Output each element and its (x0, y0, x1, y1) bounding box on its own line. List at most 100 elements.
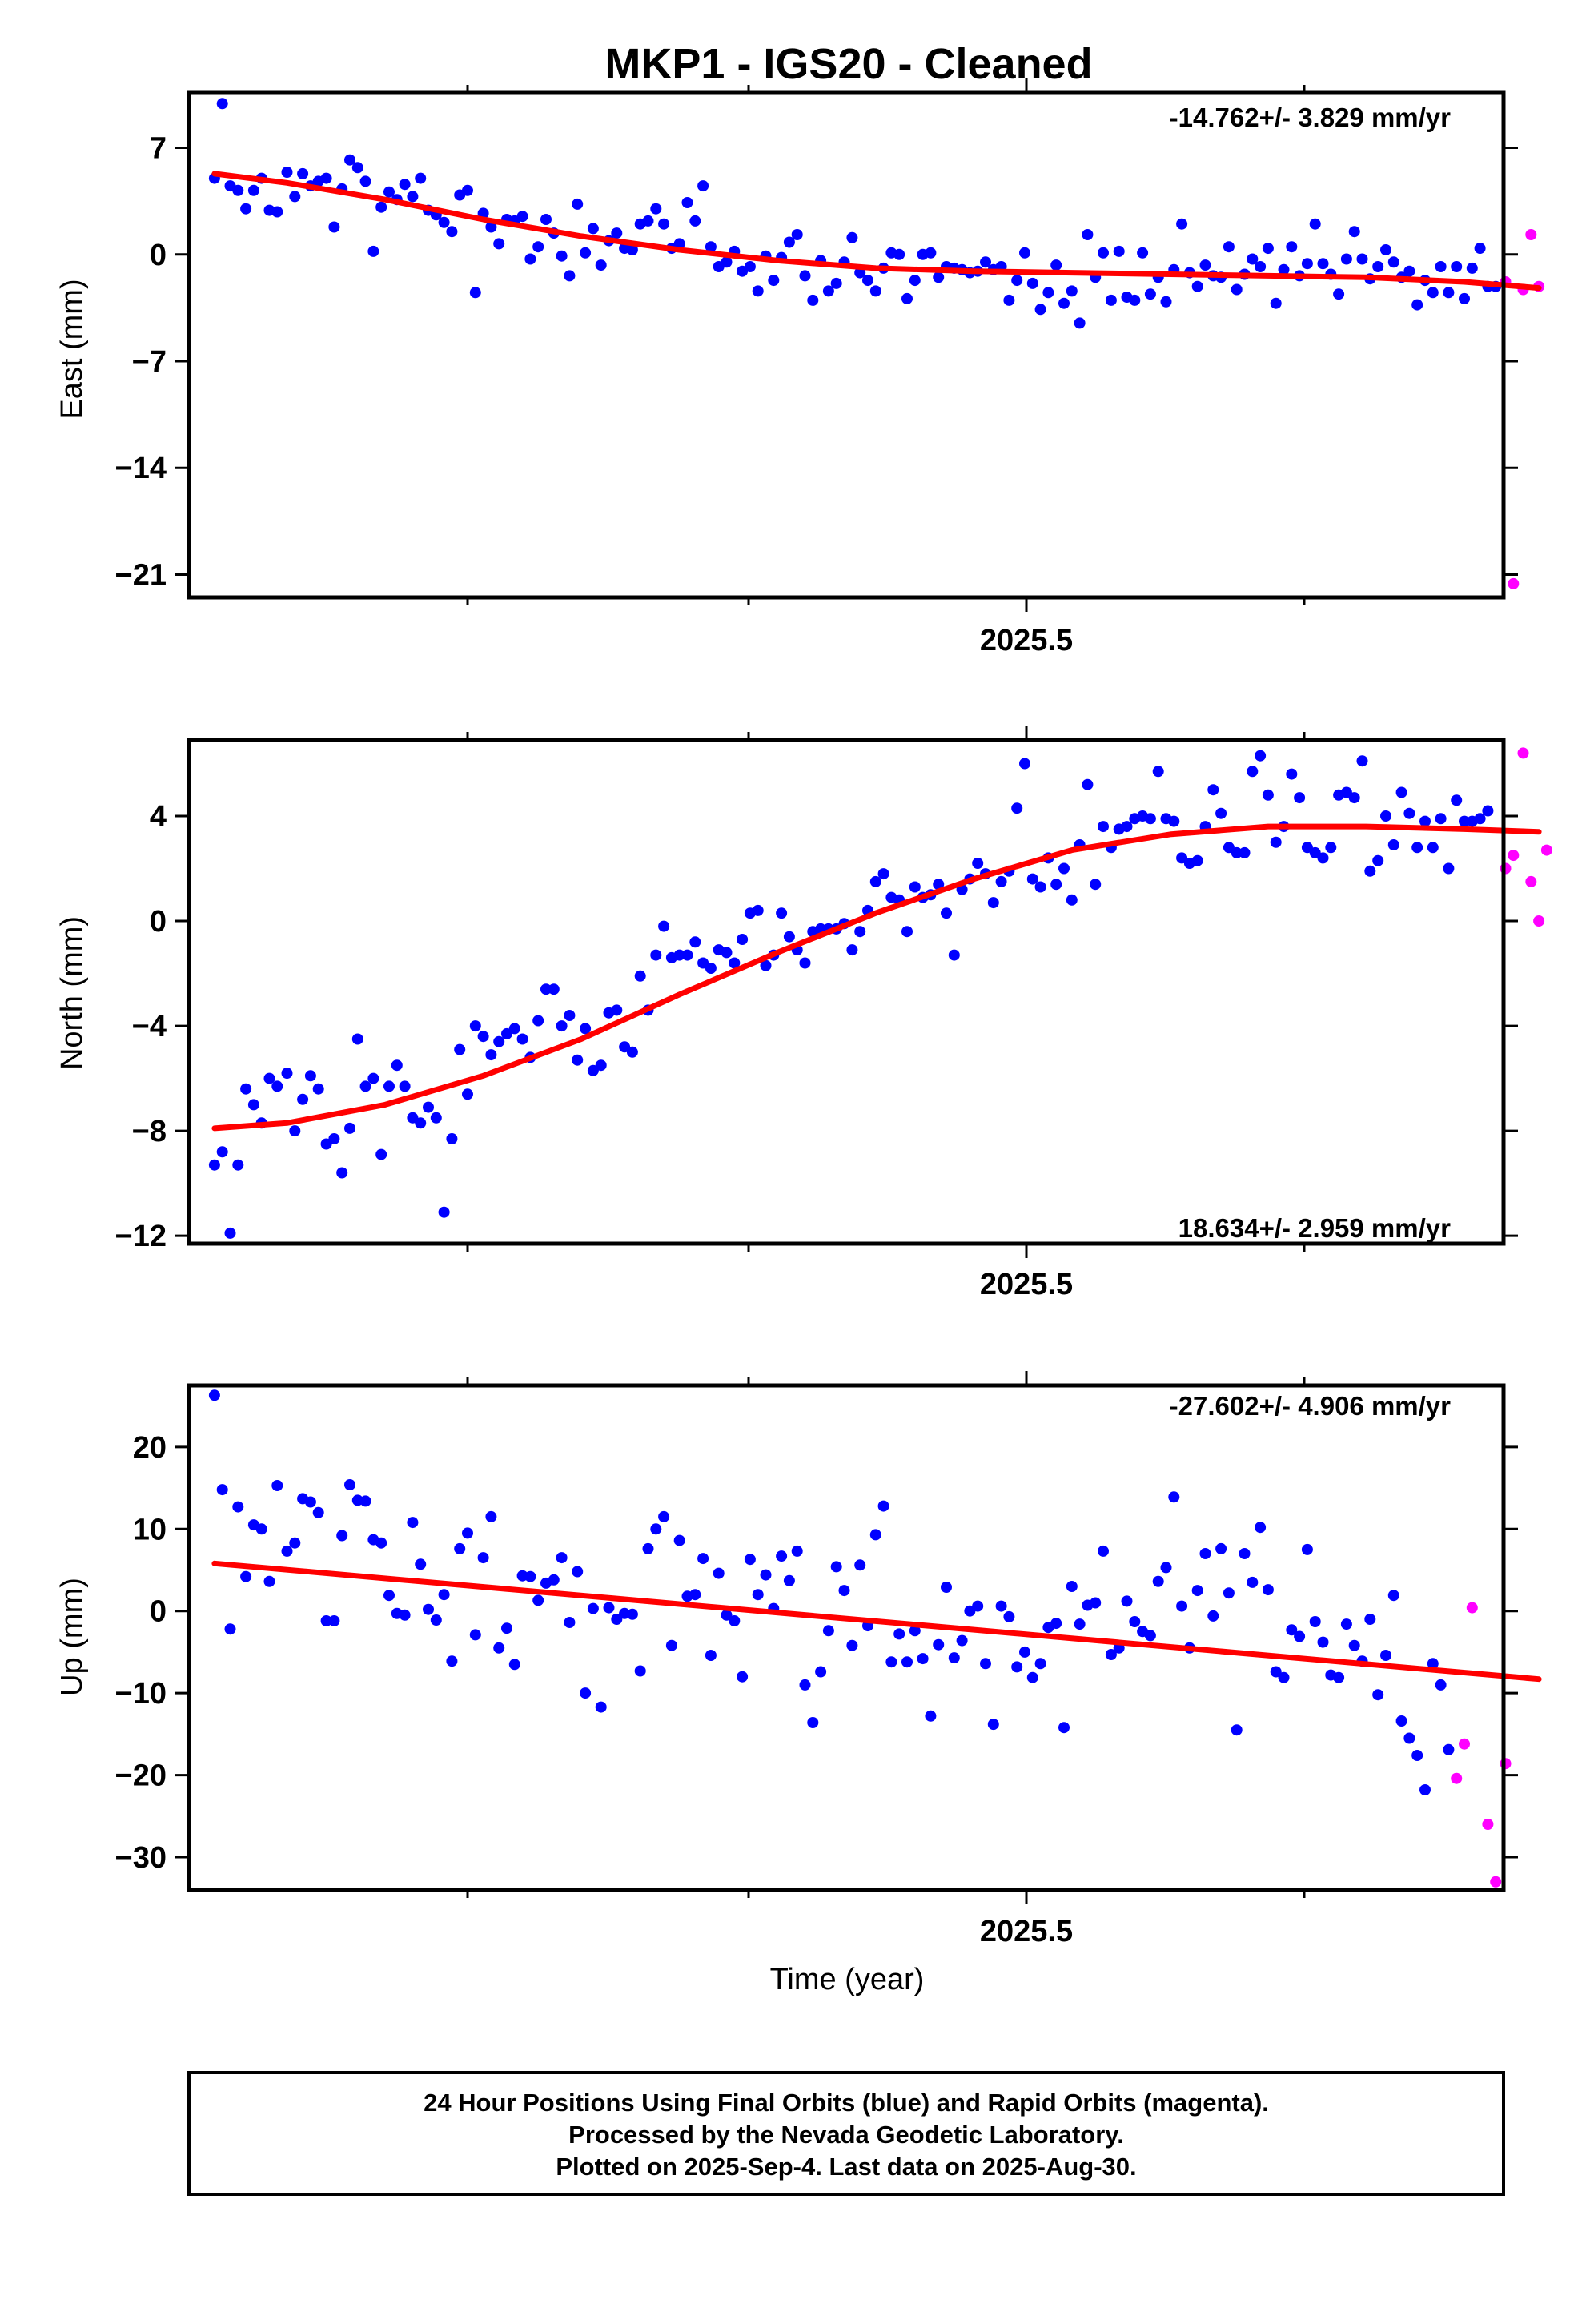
up-rapid-point (1490, 1876, 1502, 1888)
east-final-point (532, 241, 544, 253)
north-final-point (1286, 768, 1298, 780)
north-final-point (328, 1133, 340, 1144)
east-final-point (1474, 243, 1486, 255)
east-final-point (415, 172, 427, 184)
up-final-point (1066, 1581, 1078, 1592)
up-final-point (375, 1537, 387, 1549)
east-final-point (1144, 288, 1156, 300)
east-final-point (901, 292, 913, 304)
north-final-point (344, 1122, 355, 1134)
north-final-point (508, 1023, 520, 1035)
north-plot-frame (187, 738, 1506, 1246)
east-final-point (697, 180, 709, 192)
up-final-point (807, 1717, 819, 1728)
up-final-point (1419, 1784, 1431, 1795)
up-final-point (255, 1523, 267, 1535)
north-final-point (626, 1046, 638, 1058)
east-final-point (216, 98, 228, 110)
east-final-point (1034, 304, 1046, 316)
north-final-point (493, 1035, 505, 1047)
north-final-point (1066, 894, 1078, 906)
north-final-point (477, 1031, 489, 1043)
up-final-point (493, 1642, 505, 1654)
east-final-point (556, 250, 568, 262)
up-final-point (626, 1608, 638, 1620)
up-final-point (1026, 1671, 1038, 1683)
east-rapid-point (1525, 229, 1537, 240)
up-final-point (838, 1585, 850, 1597)
up-y-axis-label: Up (mm) (55, 1578, 89, 1696)
east-final-point (980, 256, 991, 268)
east-final-point (297, 167, 309, 179)
east-final-point (673, 238, 685, 250)
east-final-point (1113, 245, 1125, 257)
up-final-point (995, 1600, 1007, 1612)
up-final-point (312, 1506, 324, 1518)
north-rapid-point (1540, 844, 1552, 856)
north-final-point (556, 1020, 568, 1032)
east-final-point (462, 184, 473, 196)
up-final-point (1207, 1610, 1219, 1622)
north-final-point (995, 875, 1007, 887)
north-final-point (909, 881, 921, 893)
up-final-point (344, 1479, 355, 1490)
east-final-point (689, 215, 701, 227)
north-final-point (1451, 794, 1463, 806)
up-final-point (407, 1517, 419, 1529)
east-final-point (1403, 265, 1415, 277)
north-final-point (1207, 784, 1219, 796)
east-final-point (1427, 287, 1439, 299)
north-final-point (1034, 881, 1046, 893)
up-final-point (446, 1655, 458, 1667)
east-final-point (446, 226, 458, 238)
east-final-point (1199, 259, 1211, 271)
up-final-point (1348, 1639, 1360, 1651)
up-final-point (595, 1701, 607, 1713)
up-final-point (987, 1719, 999, 1731)
up-final-point (603, 1602, 615, 1614)
up-y-tick-label: 10 (133, 1513, 167, 1546)
north-final-point (854, 926, 866, 938)
east-final-point (1105, 294, 1117, 306)
up-final-point (634, 1665, 646, 1677)
east-rate-label: -14.762+/- 3.829 mm/yr (1170, 103, 1451, 132)
up-final-point (1309, 1616, 1321, 1627)
north-final-point (1427, 842, 1439, 854)
north-final-point (1082, 778, 1094, 790)
up-final-point (956, 1634, 968, 1647)
up-final-point (580, 1687, 592, 1699)
east-final-point (516, 211, 528, 223)
north-final-point (297, 1093, 309, 1105)
north-final-point (1050, 879, 1062, 891)
north-final-point (1364, 865, 1376, 877)
up-panel: -27.602+/- 4.906 mm/yr Up (mm) 2025.5 Ti… (55, 1371, 1542, 1996)
north-final-point (1387, 839, 1399, 850)
east-final-point (1098, 247, 1109, 259)
up-final-point (713, 1567, 725, 1579)
up-final-point (240, 1570, 252, 1582)
up-final-point (869, 1529, 881, 1541)
north-final-point (877, 868, 889, 880)
up-final-point (665, 1639, 677, 1651)
east-final-point (540, 214, 552, 225)
up-final-point (508, 1659, 520, 1671)
up-final-point (271, 1480, 283, 1491)
up-final-point (524, 1570, 536, 1582)
north-y-tick-label: 0 (150, 905, 167, 939)
east-final-point (1372, 261, 1384, 272)
north-final-point (705, 963, 717, 974)
north-panel: 18.634+/- 2.959 mm/yr North (mm) 2025.5 … (55, 726, 1552, 1301)
up-final-point (485, 1510, 497, 1522)
east-final-point (1082, 229, 1094, 240)
up-final-point (232, 1501, 244, 1513)
up-final-point (948, 1652, 960, 1664)
north-y-tick-label: −12 (115, 1220, 167, 1253)
up-final-point (328, 1615, 340, 1626)
north-final-point (673, 949, 685, 961)
east-final-point (1466, 262, 1478, 274)
up-final-point (885, 1656, 897, 1668)
east-final-point (642, 215, 654, 227)
east-final-point (1340, 253, 1352, 265)
footer-frame (187, 2071, 1505, 2196)
up-x-axis-label: Time (year) (770, 1963, 925, 1996)
